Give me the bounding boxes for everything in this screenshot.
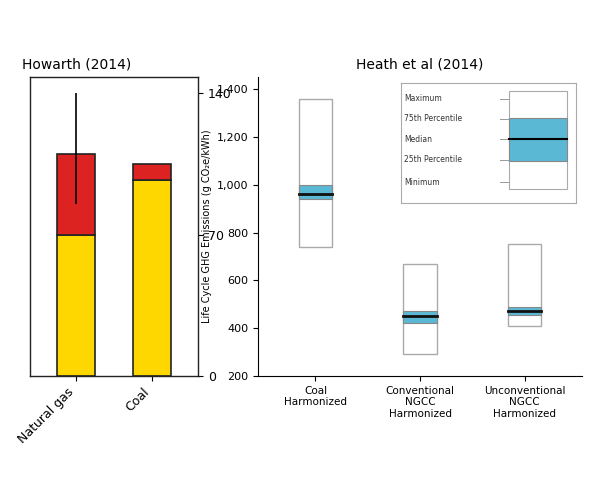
- Bar: [57, 235, 95, 376]
- Y-axis label: Electricity production
(g C carbon dioxide equivalents per MJ): Electricity production (g C carbon dioxi…: [308, 130, 329, 323]
- Bar: [133, 164, 171, 180]
- Bar: [299, 99, 332, 247]
- Bar: [508, 244, 541, 326]
- Bar: [403, 264, 437, 354]
- Bar: [133, 180, 171, 376]
- Bar: [57, 154, 95, 235]
- Bar: [508, 307, 541, 315]
- Y-axis label: Life Cycle GHG Emissions (g CO₂e/kWh): Life Cycle GHG Emissions (g CO₂e/kWh): [202, 130, 212, 323]
- Text: Howarth (2014): Howarth (2014): [22, 58, 131, 72]
- Bar: [299, 185, 332, 199]
- Bar: [403, 311, 437, 323]
- Title: Heath et al (2014): Heath et al (2014): [356, 58, 484, 72]
